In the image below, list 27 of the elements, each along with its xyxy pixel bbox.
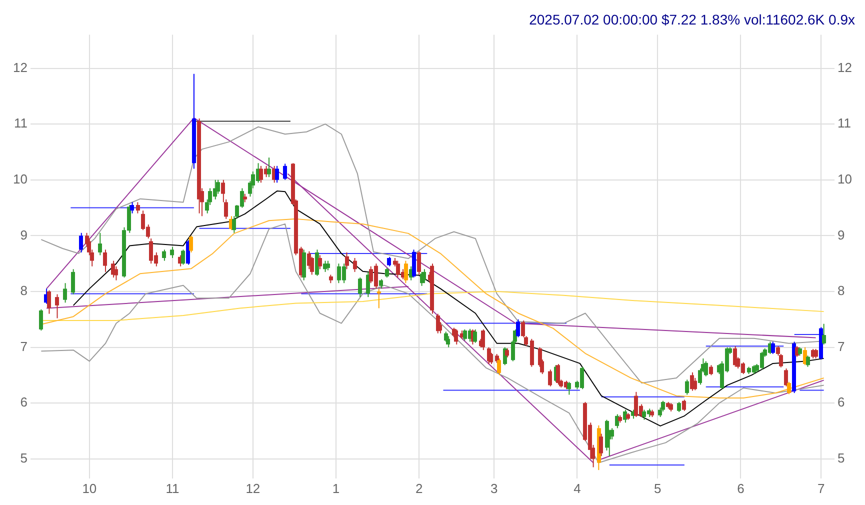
y-tick-label: 5: [20, 450, 28, 466]
y-tick-label: 12: [12, 60, 28, 75]
x-tick-label: 12: [246, 480, 260, 496]
y2-tick-label: 11: [838, 116, 852, 131]
y-tick-label: 9: [20, 227, 28, 242]
x-tick-label: 1: [332, 480, 340, 496]
y2-tick-label: 5: [838, 450, 845, 466]
y-tick-label: 11: [14, 116, 28, 131]
y2-tick-label: 12: [838, 60, 852, 75]
y-tick-label: 6: [20, 394, 28, 410]
x-tick-label: 5: [654, 480, 662, 496]
x-tick-label: 10: [82, 480, 97, 496]
y-tick-label: 8: [20, 283, 28, 298]
x-tick-label: 6: [737, 480, 744, 496]
y-tick-label: 10: [12, 171, 28, 186]
y2-tick-label: 6: [838, 394, 845, 410]
y-tick-label: 7: [20, 338, 28, 354]
y2-tick-label: 8: [838, 283, 845, 298]
x-tick-label: 2: [415, 480, 423, 496]
x-tick-label: 3: [490, 480, 498, 496]
y2-tick-label: 10: [838, 171, 852, 186]
chart-title: 2025.07.02 00:00:00 $7.22 1.83% vol:11602.6K 0.9x: [529, 11, 855, 28]
x-tick-label: 11: [166, 480, 180, 496]
x-tick-label: 7: [818, 480, 825, 496]
x-tick-label: 4: [574, 480, 581, 496]
y2-tick-label: 7: [838, 338, 845, 354]
y2-tick-label: 9: [838, 227, 845, 242]
